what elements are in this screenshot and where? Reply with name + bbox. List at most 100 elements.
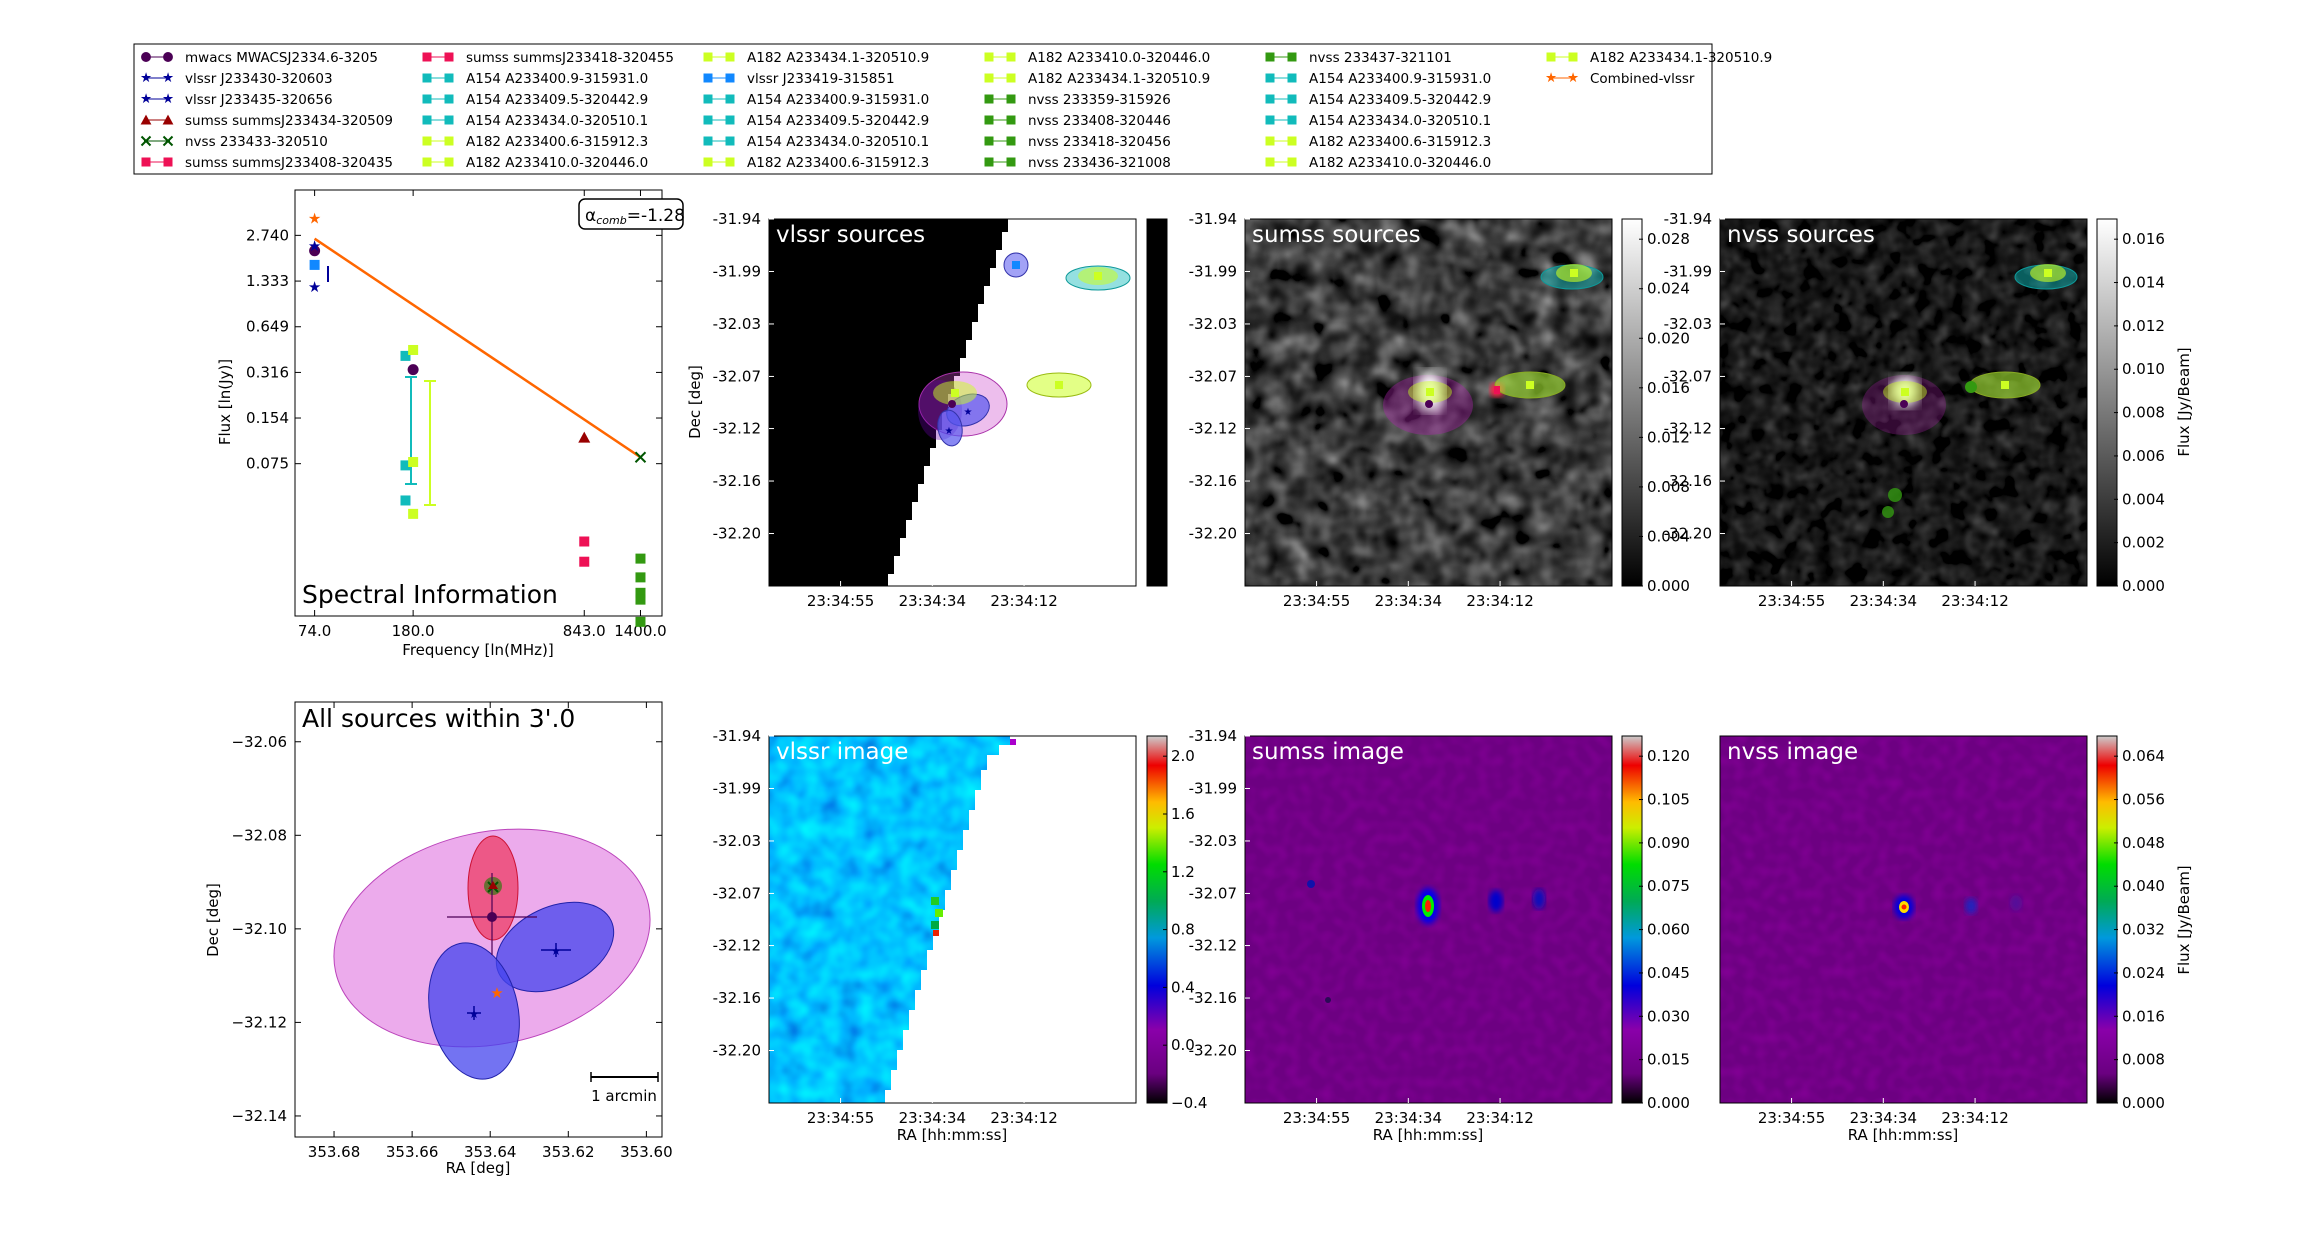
image-xtick-label: 23:34:12: [1466, 1109, 1533, 1127]
colorbar-tick-label: 1.6: [1171, 805, 1195, 823]
colorbar-tick-label: 0.056: [2122, 791, 2165, 809]
image-ytick-label: -31.94: [713, 210, 761, 228]
spectral-point: [635, 616, 646, 627]
sumss-image-xlabel: RA [hh:mm:ss]: [1373, 1126, 1484, 1144]
legend-label: A154 A233400.9-315931.0: [1309, 71, 1491, 87]
vlssr-image-panel: vlssr image 23:34:55 23:34:34 23:34:12 -31.…: [713, 727, 1208, 1144]
alpha-annotation: αcomb=-1.28: [578, 198, 685, 230]
legend-label: Combined-vlssr: [1590, 71, 1695, 87]
legend-entry: A182 A233400.6-315912.3: [703, 155, 929, 171]
image-xtick-label: 23:34:55: [1758, 1109, 1825, 1127]
legend-marker: [725, 73, 735, 83]
legend-entry: nvss 233436-321008: [984, 155, 1171, 171]
legend-entry: A182 A233410.0-320446.0: [1265, 155, 1491, 171]
legend-marker: [1287, 94, 1297, 104]
colorbar-tick-label: 0.012: [1647, 428, 1690, 446]
legend-label: nvss 233437-321101: [1309, 50, 1452, 66]
legend-entry: nvss 233359-315926: [984, 92, 1171, 108]
legend-label: A154 A233434.0-320510.1: [466, 113, 648, 129]
spectral-point: [635, 594, 646, 605]
allsources-ytick-label: −32.08: [231, 826, 287, 844]
image-ytick-label: -32.12: [1664, 420, 1712, 438]
legend-label: A182 A233400.6-315912.3: [747, 155, 929, 171]
legend-marker: [1006, 73, 1016, 83]
image-xtick-label: 23:34:55: [1283, 1109, 1350, 1127]
scalebar-label: 1 arcmin: [591, 1087, 657, 1105]
image-ytick-label: -32.16: [1664, 472, 1712, 490]
spectral-ytick-label: 0.075: [246, 455, 289, 473]
legend-marker: [422, 73, 432, 83]
colorbar-tick-label: 0.000: [2122, 1094, 2165, 1112]
image-ytick-label: -32.07: [1664, 367, 1712, 385]
legend-label: A182 A233410.0-320446.0: [1309, 155, 1491, 171]
spectral-ytick-label: 0.154: [246, 409, 289, 427]
colorbar-tick-label: 0.008: [1647, 478, 1690, 496]
legend-marker: [703, 115, 713, 125]
star-marker-glyph: ★: [964, 407, 973, 418]
image-xtick-label: 23:34:34: [1850, 1109, 1917, 1127]
image-ytick-label: -31.94: [1189, 210, 1237, 228]
image-xtick-label: 23:34:34: [899, 592, 966, 610]
legend-marker: [1265, 52, 1275, 62]
vlssr-sources-colorbar: [1146, 218, 1168, 587]
allsources-xtick-label: 353.62: [542, 1143, 595, 1161]
spectral-point: [408, 508, 419, 519]
legend-entry: nvss 233437-321101: [1265, 50, 1452, 66]
colorbar-tick-label: 1.2: [1171, 863, 1195, 881]
spectral-ytick-label: 0.316: [246, 363, 289, 381]
sumss-sources-panel: sumss sources 23:34:55 23:34:34 23:34:12 -3…: [1189, 210, 1690, 610]
sumss-sources-frame: [1244, 218, 1613, 587]
spectral-ytick-label: 0.649: [246, 318, 289, 336]
legend: mwacs MWACSJ2334.6-3205 ★ ★ vlssr J233430-3…: [133, 43, 1772, 175]
nvss-sources-colorbar-label: Flux [Jy/Beam]: [2175, 347, 2193, 456]
legend-marker: [725, 115, 735, 125]
spectral-point: [635, 572, 646, 583]
spectral-xtick-label: 74.0: [298, 622, 331, 640]
spectral-point: [635, 587, 646, 598]
image-ytick-label: -32.03: [1189, 832, 1237, 850]
image-ytick-label: -32.20: [713, 1042, 761, 1060]
legend-marker: [1546, 52, 1556, 62]
image-xtick-label: 23:34:55: [1283, 592, 1350, 610]
legend-marker: ★: [162, 91, 174, 107]
colorbar-tick-label: 0.105: [1647, 791, 1690, 809]
legend-label: A154 A233434.0-320510.1: [747, 134, 929, 150]
colorbar-tick-label: 0.008: [2122, 404, 2165, 422]
spectral-ytick-label: 1.333: [246, 272, 289, 290]
allsources-xlabel: RA [deg]: [446, 1159, 511, 1177]
colorbar-tick-label: 0.015: [1647, 1051, 1690, 1069]
sumss-image-frame: [1244, 735, 1613, 1104]
spectral-point: [407, 364, 419, 376]
legend-marker: [444, 136, 454, 146]
spectral-point: [309, 245, 321, 257]
spectral-xtick-label: 1400.0: [614, 622, 667, 640]
legend-label: A182 A233434.1-320510.9: [1590, 50, 1772, 66]
image-ytick-label: -32.12: [1189, 420, 1237, 438]
image-ytick-label: -31.99: [1189, 262, 1237, 280]
legend-label: A182 A233400.6-315912.3: [466, 134, 648, 150]
star-marker-glyph: ★: [945, 426, 954, 437]
legend-marker: [984, 136, 994, 146]
image-ytick-label: -32.03: [713, 315, 761, 333]
legend-marker: [1265, 157, 1275, 167]
legend-marker: [984, 94, 994, 104]
legend-marker: [1006, 136, 1016, 146]
image-ytick-label: -31.99: [1189, 779, 1237, 797]
legend-marker: ★: [1545, 70, 1557, 86]
legend-entry: nvss 233408-320446: [984, 113, 1171, 129]
nvss-image-title: nvss image: [1727, 739, 1858, 765]
legend-entry: A154 A233400.9-315931.0: [422, 71, 648, 87]
legend-marker: [1287, 52, 1297, 62]
legend-label: nvss 233359-315926: [1028, 92, 1171, 108]
spectral-point: ★: [308, 237, 321, 255]
colorbar-tick-label: 0.016: [2122, 1007, 2165, 1025]
legend-entry: A154 A233400.9-315931.0: [703, 92, 929, 108]
spectral-xtick-label: 843.0: [563, 622, 606, 640]
legend-marker: [1006, 52, 1016, 62]
spectral-point: [400, 350, 411, 361]
allsources-ylabel: Dec [deg]: [204, 883, 222, 957]
legend-marker: ★: [162, 70, 174, 86]
legend-marker: [984, 73, 994, 83]
image-xtick-label: 23:34:12: [990, 1109, 1057, 1127]
legend-marker: [163, 157, 173, 167]
